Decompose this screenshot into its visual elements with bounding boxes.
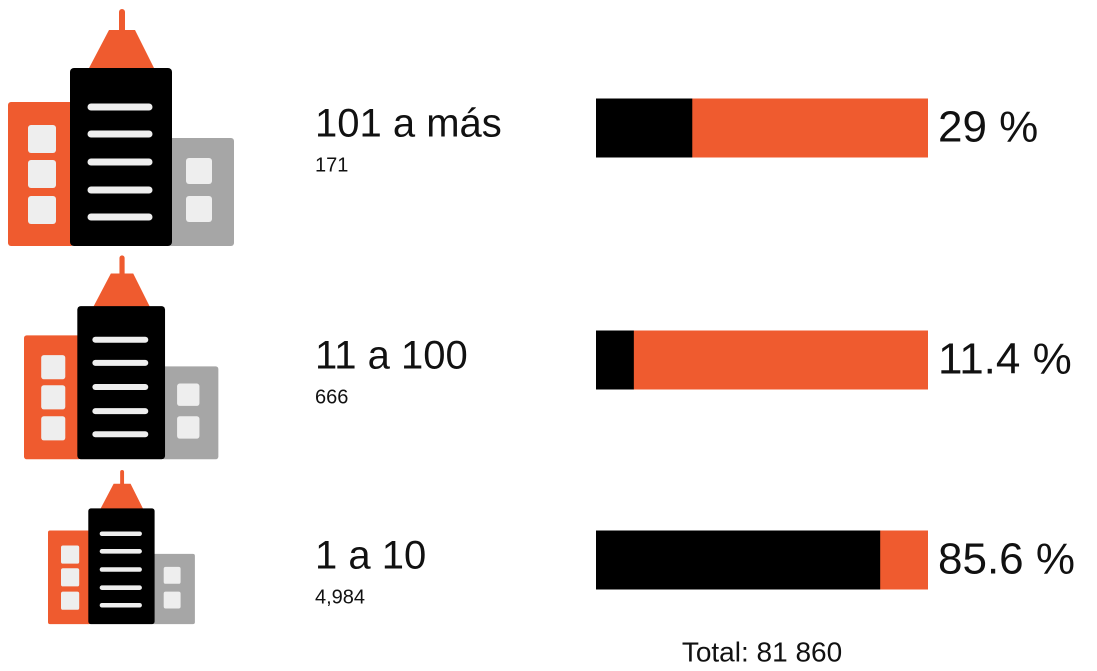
bar: [596, 98, 693, 158]
category-label: 11 a 100: [315, 334, 468, 378]
bar-track: [596, 330, 928, 390]
count-label: 666: [315, 386, 348, 408]
count-label: 171: [315, 154, 348, 176]
category-label: 1 a 10: [315, 534, 426, 578]
value-label: 11.4 %: [938, 335, 1072, 384]
building-icon: [24, 258, 218, 459]
building-icon: [48, 472, 195, 624]
value-label: 85.6 %: [938, 535, 1075, 584]
building-icon: [8, 12, 234, 246]
category-label: 101 a más: [315, 102, 502, 146]
count-label: 4,984: [315, 586, 365, 608]
value-label: 29 %: [938, 103, 1038, 152]
total: Total: 81 860: [682, 636, 842, 667]
bar: [596, 330, 634, 390]
bar: [596, 530, 881, 590]
